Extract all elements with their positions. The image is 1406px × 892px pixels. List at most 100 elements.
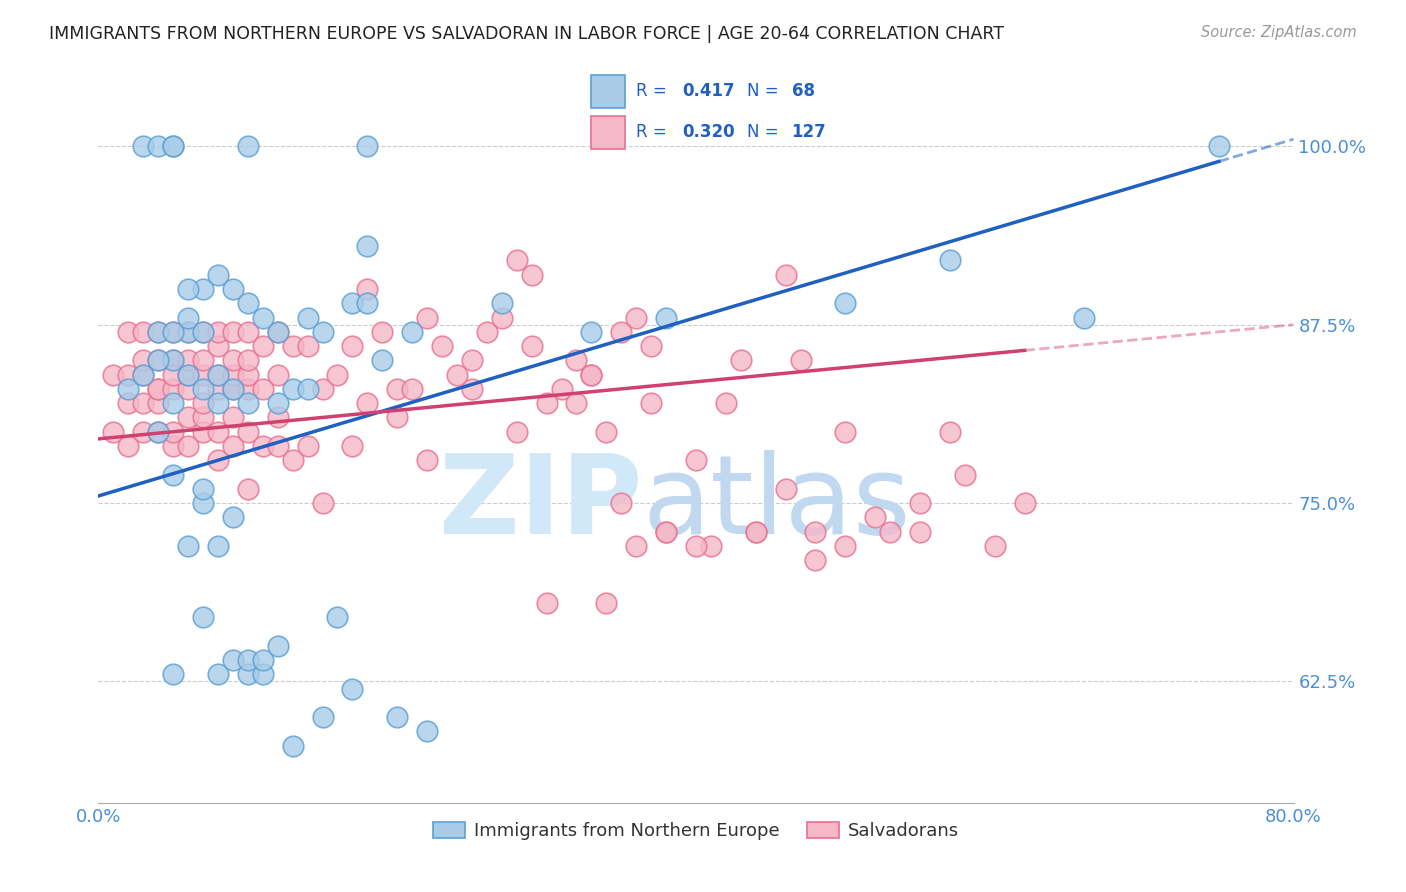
Point: [908, 496, 931, 510]
Point: [117, 439, 139, 453]
Point: [252, 653, 274, 667]
Point: [685, 453, 707, 467]
Point: [745, 524, 768, 539]
Point: [148, 353, 170, 368]
Point: [401, 325, 423, 339]
Point: [148, 139, 170, 153]
Point: [207, 382, 229, 396]
Point: [103, 425, 125, 439]
Point: [177, 368, 200, 382]
Point: [655, 524, 678, 539]
Point: [236, 667, 259, 681]
Point: [311, 496, 333, 510]
Point: [267, 396, 290, 410]
Point: [162, 667, 184, 681]
Point: [103, 368, 125, 382]
Point: [252, 339, 274, 353]
Point: [191, 425, 214, 439]
Point: [191, 325, 214, 339]
Point: [565, 353, 588, 368]
Point: [281, 453, 304, 467]
Point: [1073, 310, 1095, 325]
Point: [162, 325, 184, 339]
Point: [356, 282, 378, 296]
Point: [714, 396, 737, 410]
Point: [148, 382, 170, 396]
Point: [191, 496, 214, 510]
Text: ZIP: ZIP: [439, 450, 643, 557]
Point: [191, 410, 214, 425]
Point: [506, 253, 529, 268]
Point: [506, 425, 529, 439]
Point: [162, 368, 184, 382]
Point: [520, 268, 543, 282]
Point: [177, 382, 200, 396]
Point: [162, 353, 184, 368]
Point: [236, 296, 259, 310]
Point: [236, 382, 259, 396]
Point: [162, 353, 184, 368]
Point: [222, 439, 245, 453]
Point: [984, 539, 1007, 553]
Point: [342, 339, 364, 353]
Point: [342, 681, 364, 696]
Point: [461, 382, 484, 396]
Point: [775, 268, 797, 282]
Point: [162, 325, 184, 339]
Point: [222, 653, 245, 667]
Point: [804, 553, 827, 567]
Point: [222, 382, 245, 396]
Point: [595, 425, 617, 439]
Point: [655, 524, 678, 539]
Point: [177, 325, 200, 339]
Point: [132, 368, 155, 382]
Point: [148, 425, 170, 439]
Text: IMMIGRANTS FROM NORTHERN EUROPE VS SALVADORAN IN LABOR FORCE | AGE 20-64 CORRELA: IMMIGRANTS FROM NORTHERN EUROPE VS SALVA…: [49, 25, 1004, 43]
Point: [640, 396, 662, 410]
Point: [430, 339, 453, 353]
Point: [745, 524, 768, 539]
Point: [775, 482, 797, 496]
Point: [416, 724, 439, 739]
Text: R =: R =: [636, 82, 672, 101]
Point: [610, 496, 633, 510]
Point: [117, 325, 139, 339]
Point: [297, 439, 319, 453]
Point: [581, 368, 603, 382]
Point: [191, 368, 214, 382]
Point: [804, 524, 827, 539]
Text: Source: ZipAtlas.com: Source: ZipAtlas.com: [1201, 25, 1357, 40]
Point: [236, 353, 259, 368]
FancyBboxPatch shape: [592, 75, 626, 108]
Point: [222, 410, 245, 425]
Point: [342, 439, 364, 453]
Point: [191, 610, 214, 624]
Point: [267, 325, 290, 339]
Point: [610, 325, 633, 339]
Point: [385, 382, 409, 396]
Point: [297, 382, 319, 396]
Point: [207, 325, 229, 339]
Point: [536, 596, 558, 610]
Point: [207, 368, 229, 382]
Point: [207, 453, 229, 467]
Point: [132, 139, 155, 153]
Point: [207, 368, 229, 382]
Point: [267, 439, 290, 453]
Point: [222, 353, 245, 368]
Text: N =: N =: [748, 82, 785, 101]
Point: [626, 539, 648, 553]
Point: [177, 310, 200, 325]
Point: [461, 353, 484, 368]
Point: [191, 482, 214, 496]
Legend: Immigrants from Northern Europe, Salvadorans: Immigrants from Northern Europe, Salvado…: [425, 814, 967, 847]
Text: R =: R =: [636, 123, 672, 142]
Text: N =: N =: [748, 123, 785, 142]
Point: [446, 368, 468, 382]
Point: [371, 325, 394, 339]
Point: [148, 325, 170, 339]
Point: [267, 410, 290, 425]
Point: [236, 482, 259, 496]
Point: [730, 353, 752, 368]
Point: [281, 339, 304, 353]
